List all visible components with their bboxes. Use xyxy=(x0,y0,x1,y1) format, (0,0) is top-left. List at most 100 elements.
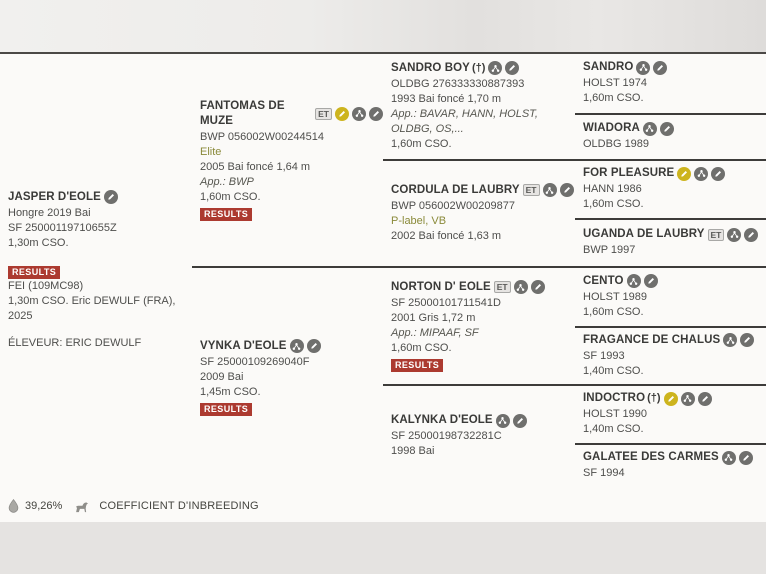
yellow-pencil-icon[interactable] xyxy=(335,106,349,121)
horse-name[interactable]: JASPER D'EOLE xyxy=(8,190,101,203)
horse-name[interactable]: FANTOMAS DE MUZE xyxy=(200,99,285,127)
horse-birth: 2002 Bai foncé 1,63 m xyxy=(391,229,502,242)
edit-icon[interactable] xyxy=(306,339,321,353)
edit-icon[interactable] xyxy=(740,333,755,347)
et-badge: ET xyxy=(707,228,725,241)
deceased-dagger: (†) xyxy=(471,61,486,74)
family-tree-icon[interactable] xyxy=(542,183,557,197)
pedigree-cell-g4-1: SANDRO HOLST 1974 1,60m CSO. xyxy=(575,53,766,113)
pedigree-cell-g4-3: FOR PLEASURE HANN 1986 1,60m CSO. xyxy=(575,160,766,218)
edit-icon[interactable] xyxy=(512,413,527,428)
horse-name[interactable]: FOR PLEASURE xyxy=(583,167,675,179)
inbreeding-label[interactable]: COEFFICIENT D'INBREEDING xyxy=(99,500,259,512)
horse-level: 1,30m CSO. xyxy=(8,236,69,249)
horse-approvals: App.: BWP xyxy=(200,175,254,188)
horse-name[interactable]: CENTO xyxy=(583,274,624,287)
pedigree-cell-g4-5: CENTO HOLST 1989 1,60m CSO. xyxy=(575,267,766,326)
horse-name[interactable]: VYNKA D'EOLE xyxy=(200,339,287,352)
results-badge[interactable]: RESULTS xyxy=(200,402,253,416)
divider-g4 xyxy=(575,113,766,115)
horse-name[interactable]: GALATEE DES CARMES xyxy=(583,451,719,463)
horse-level: 1,60m CSO. xyxy=(583,92,644,104)
family-tree-icon[interactable] xyxy=(694,166,709,181)
rider-result-line: 1,30m CSO. Eric DEWULF (FRA), 2025 xyxy=(8,294,176,322)
results-badge[interactable]: RESULTS xyxy=(8,265,61,279)
horse-name[interactable]: FRAGANCE DE CHALUS xyxy=(583,333,721,346)
horse-name[interactable]: SANDRO BOY xyxy=(391,61,470,74)
page-header-strip xyxy=(0,0,766,52)
pedigree-cell-g4-7: INDOCTRO (†) HOLST 1990 1,40m CSO. xyxy=(575,385,766,443)
edit-icon[interactable] xyxy=(369,106,383,121)
family-tree-icon[interactable] xyxy=(721,450,736,465)
horse-birth: 1993 Bai foncé 1,70 m xyxy=(391,92,502,105)
horse-predicate: P-label, VB xyxy=(391,214,447,227)
pedigree-cell-dam: VYNKA D'EOLE SF 25000109269040F 2009 Bai… xyxy=(192,267,383,487)
horse-registration: OLDBG 276333330887393 xyxy=(391,77,525,90)
table-top-border xyxy=(0,52,766,54)
divider-g4 xyxy=(575,218,766,220)
edit-icon[interactable] xyxy=(697,391,712,406)
pedigree-cell-subject: JASPER D'EOLE Hongre 2019 Bai SF 2500011… xyxy=(0,53,192,487)
horse-registration: SF 25000109269040F xyxy=(200,355,310,368)
horse-birth: 1998 Bai xyxy=(391,445,435,457)
horse-level: 1,60m CSO. xyxy=(583,198,644,210)
edit-icon[interactable] xyxy=(559,183,574,197)
breeder-line: ÉLEVEUR: ERIC DEWULF xyxy=(8,336,142,349)
blood-drop-icon xyxy=(8,499,19,513)
results-badge[interactable]: RESULTS xyxy=(200,207,253,221)
family-tree-icon[interactable] xyxy=(513,280,528,294)
horse-studbook-year: HOLST 1989 xyxy=(583,290,648,303)
horse-name[interactable]: CORDULA DE LAUBRY xyxy=(391,183,520,196)
family-tree-icon[interactable] xyxy=(642,121,657,136)
horse-studbook-year: HOLST 1990 xyxy=(583,408,648,420)
horse-registration: SF 25000119710655Z xyxy=(8,221,117,234)
edit-icon[interactable] xyxy=(738,450,753,465)
edit-icon[interactable] xyxy=(659,121,674,136)
yellow-pencil-icon[interactable] xyxy=(663,391,678,406)
horse-registration: BWP 056002W00209877 xyxy=(391,199,515,212)
pedigree-cell-sire: FANTOMAS DE MUZE ET BWP 056002W00244514 … xyxy=(192,53,383,266)
family-tree-icon[interactable] xyxy=(488,61,503,75)
pedigree-cell-g4-6: FRAGANCE DE CHALUS SF 1993 1,40m CSO. xyxy=(575,327,766,384)
results-badge[interactable]: RESULTS xyxy=(391,358,444,372)
edit-icon[interactable] xyxy=(711,166,726,181)
horse-name[interactable]: WIADORA xyxy=(583,122,640,134)
horse-name[interactable]: SANDRO xyxy=(583,61,634,73)
divider-g3 xyxy=(383,384,766,386)
family-tree-icon[interactable] xyxy=(727,227,742,242)
horse-icon xyxy=(74,500,89,513)
yellow-pencil-icon[interactable] xyxy=(677,166,692,181)
family-tree-icon[interactable] xyxy=(495,413,510,428)
et-badge: ET xyxy=(522,184,540,196)
horse-birth: 2005 Bai foncé 1,64 m xyxy=(200,160,311,173)
family-tree-icon[interactable] xyxy=(680,391,695,406)
edit-icon[interactable] xyxy=(653,60,668,75)
edit-icon[interactable] xyxy=(103,190,118,204)
deceased-dagger: (†) xyxy=(647,392,661,404)
family-tree-icon[interactable] xyxy=(626,274,641,288)
horse-name[interactable]: NORTON D' EOLE xyxy=(391,280,491,293)
family-tree-icon[interactable] xyxy=(289,339,304,353)
horse-name[interactable]: INDOCTRO xyxy=(583,392,646,404)
edit-icon[interactable] xyxy=(643,274,658,288)
horse-studbook-year: HANN 1986 xyxy=(583,183,642,195)
edit-icon[interactable] xyxy=(530,280,545,294)
horse-name[interactable]: KALYNKA D'EOLE xyxy=(391,414,493,426)
edit-icon[interactable] xyxy=(744,227,759,242)
family-tree-icon[interactable] xyxy=(352,106,366,121)
divider-g4 xyxy=(575,326,766,328)
horse-studbook-year: SF 1993 xyxy=(583,349,625,362)
horse-predicate: Elite xyxy=(200,145,222,158)
edit-icon[interactable] xyxy=(505,61,520,75)
fei-number: FEI (109MC98) xyxy=(8,279,84,292)
family-tree-icon[interactable] xyxy=(636,60,651,75)
horse-name[interactable]: UGANDA DE LAUBRY xyxy=(583,228,705,240)
family-tree-icon[interactable] xyxy=(723,333,738,347)
horse-birth: 2001 Gris 1,72 m xyxy=(391,311,476,324)
horse-studbook-year: OLDBG 1989 xyxy=(583,138,650,150)
horse-registration: SF 25000198732281C xyxy=(391,430,502,442)
divider-g3 xyxy=(383,159,766,161)
horse-registration: SF 25000101711541D xyxy=(391,296,501,309)
pedigree-cell-g4-2: WIADORA OLDBG 1989 xyxy=(575,114,766,159)
